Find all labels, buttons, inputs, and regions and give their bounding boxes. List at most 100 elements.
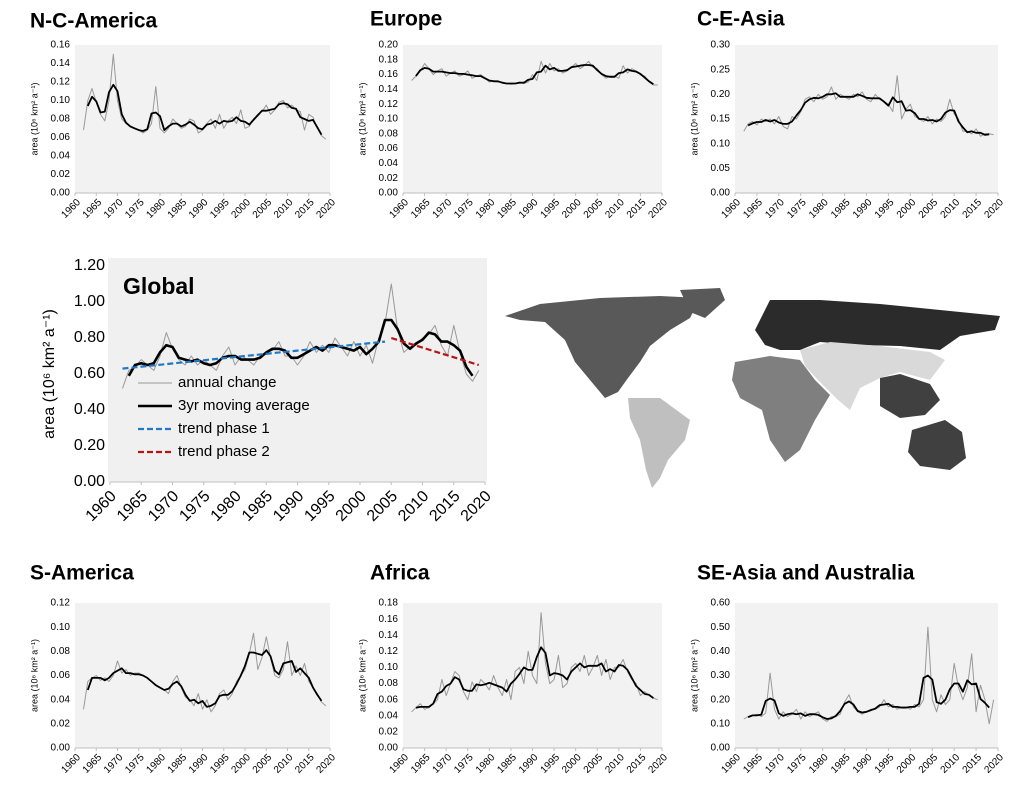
y-tick-label: 0.08 [51, 114, 71, 125]
y-tick-label: 0.60 [74, 365, 105, 382]
y-tick-label: 0.18 [379, 598, 399, 609]
x-tick-label: 1995 [301, 488, 338, 525]
y-axis-label: area (10⁶ km² a⁻¹) [689, 639, 699, 712]
y-axis-label: area (10⁶ km² a⁻¹) [41, 309, 58, 439]
y-tick-label: 0.00 [711, 743, 731, 754]
y-tick-label: 0.02 [379, 173, 399, 184]
x-tick-label: 1985 [829, 197, 853, 221]
x-tick-label: 2000 [560, 197, 584, 221]
x-tick-label: 2010 [272, 752, 296, 776]
x-tick-label: 2005 [364, 488, 401, 525]
x-tick-label: 1975 [123, 752, 147, 776]
x-tick-label: 1985 [166, 752, 190, 776]
y-tick-label: 0.10 [711, 718, 731, 729]
x-tick-label: 2020 [646, 197, 670, 221]
x-tick-label: 2000 [229, 197, 253, 221]
y-tick-label: 0.15 [711, 114, 731, 125]
y-tick-label: 0.04 [51, 151, 71, 162]
y-tick-label: 0.08 [379, 128, 399, 139]
x-tick-label: 2015 [961, 752, 985, 776]
chart-title: Europe [370, 8, 442, 31]
y-tick-label: 0.02 [51, 169, 71, 180]
x-tick-label: 1970 [102, 752, 126, 776]
legend-label: 3yr moving average [178, 397, 310, 414]
x-tick-label: 2020 [314, 752, 338, 776]
plot-background [75, 603, 330, 748]
y-tick-label: 0.50 [711, 622, 731, 633]
y-tick-label: 0.06 [51, 670, 71, 681]
x-tick-label: 1970 [145, 488, 182, 525]
y-tick-label: 0.16 [379, 69, 399, 80]
x-tick-label: 2010 [603, 752, 627, 776]
chart-title: N-C-America [30, 10, 158, 33]
x-tick-label: 1975 [785, 752, 809, 776]
x-tick-label: 2005 [251, 752, 275, 776]
x-tick-label: 1975 [452, 752, 476, 776]
plot-background [108, 258, 487, 482]
x-tick-label: 1985 [166, 197, 190, 221]
y-tick-label: 1.00 [74, 293, 105, 310]
x-tick-label: 1975 [452, 197, 476, 221]
x-tick-label: 2020 [458, 488, 495, 525]
y-tick-label: 0.12 [379, 646, 399, 657]
x-tick-label: 1965 [81, 197, 105, 221]
plot-background [735, 603, 998, 748]
x-tick-label: 1970 [102, 197, 126, 221]
data-line [127, 318, 474, 377]
x-tick-label: 2010 [272, 197, 296, 221]
x-tick-label: 1975 [785, 197, 809, 221]
chart-title: Africa [370, 562, 430, 585]
chart-title: S-America [30, 562, 134, 585]
y-tick-label: 0.14 [51, 58, 71, 69]
x-tick-label: 2015 [426, 488, 463, 525]
y-tick-label: 0.10 [51, 622, 71, 633]
y-axis-label: area (10⁶ km² a⁻¹) [357, 639, 367, 712]
x-tick-label: 2005 [251, 197, 275, 221]
legend-label: trend phase 1 [178, 420, 270, 437]
x-tick-label: 1990 [517, 752, 541, 776]
x-tick-label: 1990 [187, 752, 211, 776]
y-tick-label: 0.60 [711, 598, 731, 609]
x-tick-label: 2020 [982, 197, 1006, 221]
legend-label: trend phase 2 [178, 443, 270, 460]
data-line [415, 64, 654, 85]
y-tick-label: 0.12 [51, 77, 71, 88]
x-tick-label: 1995 [873, 197, 897, 221]
x-tick-label: 2005 [917, 197, 941, 221]
map-australia [908, 420, 966, 470]
x-tick-label: 1960 [59, 197, 83, 221]
x-tick-label: 2000 [895, 197, 919, 221]
y-tick-label: 0.06 [51, 132, 71, 143]
y-tick-label: 0.80 [74, 329, 105, 346]
x-tick-label: 1975 [123, 197, 147, 221]
data-line [390, 336, 480, 367]
y-tick-label: 0.00 [51, 188, 71, 199]
y-tick-label: 0.14 [379, 84, 399, 95]
x-tick-label: 1995 [208, 752, 232, 776]
y-axis-label: area (10⁶ km² a⁻¹) [29, 83, 39, 156]
x-tick-label: 1985 [495, 752, 519, 776]
y-axis-label: area (10⁶ km² a⁻¹) [357, 83, 367, 156]
x-tick-label: 1980 [807, 752, 831, 776]
x-tick-label: 1960 [719, 752, 743, 776]
x-tick-label: 2010 [939, 752, 963, 776]
x-tick-label: 1960 [719, 197, 743, 221]
x-tick-label: 1985 [495, 197, 519, 221]
data-line [86, 83, 323, 136]
data-line [747, 92, 990, 136]
y-tick-label: 0.00 [379, 743, 399, 754]
y-axis-label: area (10⁶ km² a⁻¹) [29, 639, 39, 712]
x-tick-label: 1965 [114, 488, 151, 525]
chart-title: C-E-Asia [697, 8, 785, 31]
y-tick-label: 0.02 [51, 718, 71, 729]
y-tick-label: 0.05 [711, 163, 731, 174]
x-tick-label: 1995 [539, 197, 563, 221]
x-tick-label: 1980 [144, 752, 168, 776]
y-tick-label: 1.20 [74, 257, 105, 274]
y-tick-label: 0.20 [74, 437, 105, 454]
y-tick-label: 0.20 [711, 694, 731, 705]
x-tick-label: 1975 [176, 488, 213, 525]
x-tick-label: 2015 [625, 197, 649, 221]
x-tick-label: 2020 [982, 752, 1006, 776]
